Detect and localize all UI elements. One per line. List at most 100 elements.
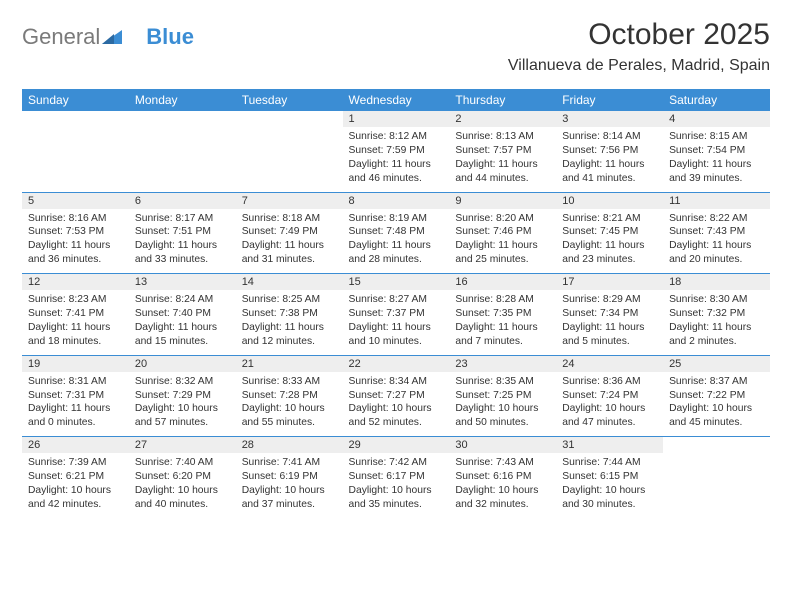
day-header: Sunday	[22, 89, 129, 111]
daylight-text: Daylight: 11 hours and 33 minutes.	[135, 239, 230, 267]
sunset-text: Sunset: 7:34 PM	[562, 307, 657, 321]
header: General Blue October 2025 Villanueva de …	[22, 18, 770, 75]
sunset-text: Sunset: 6:19 PM	[242, 470, 337, 484]
sunset-text: Sunset: 6:21 PM	[28, 470, 123, 484]
sunset-text: Sunset: 7:28 PM	[242, 389, 337, 403]
sunset-text: Sunset: 7:54 PM	[669, 144, 764, 158]
day-body: Sunrise: 8:12 AMSunset: 7:59 PMDaylight:…	[343, 127, 450, 192]
sunset-text: Sunset: 7:31 PM	[28, 389, 123, 403]
sunrise-text: Sunrise: 8:33 AM	[242, 375, 337, 389]
calendar-table: Sunday Monday Tuesday Wednesday Thursday…	[22, 89, 770, 518]
day-number: 27	[129, 437, 236, 453]
day-body: Sunrise: 8:31 AMSunset: 7:31 PMDaylight:…	[22, 372, 129, 437]
calendar-cell: 4Sunrise: 8:15 AMSunset: 7:54 PMDaylight…	[663, 111, 770, 192]
day-number: 15	[343, 274, 450, 290]
day-number: 22	[343, 356, 450, 372]
day-number: 31	[556, 437, 663, 453]
sunrise-text: Sunrise: 8:29 AM	[562, 293, 657, 307]
sunset-text: Sunset: 7:59 PM	[349, 144, 444, 158]
daylight-text: Daylight: 10 hours and 42 minutes.	[28, 484, 123, 512]
day-number	[236, 111, 343, 127]
calendar-cell: 21Sunrise: 8:33 AMSunset: 7:28 PMDayligh…	[236, 355, 343, 437]
daylight-text: Daylight: 10 hours and 45 minutes.	[669, 402, 764, 430]
calendar-cell: 28Sunrise: 7:41 AMSunset: 6:19 PMDayligh…	[236, 437, 343, 518]
calendar-cell: 22 Sunrise: 8:34 AMSunset: 7:27 PMDayligh…	[343, 355, 450, 437]
calendar-cell	[129, 111, 236, 192]
day-number: 14	[236, 274, 343, 290]
day-number: 3	[556, 111, 663, 127]
sunrise-text: Sunrise: 8:14 AM	[562, 130, 657, 144]
sunset-text: Sunset: 7:24 PM	[562, 389, 657, 403]
calendar-week-row: 1Sunrise: 8:12 AMSunset: 7:59 PMDaylight…	[22, 111, 770, 192]
day-body: Sunrise: 8:22 AMSunset: 7:43 PMDaylight:…	[663, 209, 770, 274]
day-body: Sunrise: 8:23 AMSunset: 7:41 PMDaylight:…	[22, 290, 129, 355]
day-body: Sunrise: 8:32 AMSunset: 7:29 PMDaylight:…	[129, 372, 236, 437]
day-number: 13	[129, 274, 236, 290]
calendar-cell: 1Sunrise: 8:12 AMSunset: 7:59 PMDaylight…	[343, 111, 450, 192]
calendar-cell: 6Sunrise: 8:17 AMSunset: 7:51 PMDaylight…	[129, 192, 236, 274]
day-body: Sunrise: 8:33 AMSunset: 7:28 PMDaylight:…	[236, 372, 343, 437]
day-number	[129, 111, 236, 127]
sunset-text: Sunset: 7:57 PM	[455, 144, 550, 158]
calendar-cell: 16Sunrise: 8:28 AMSunset: 7:35 PMDayligh…	[449, 274, 556, 356]
day-header: Monday	[129, 89, 236, 111]
sunrise-text: Sunrise: 7:41 AM	[242, 456, 337, 470]
sunrise-text: Sunrise: 7:43 AM	[455, 456, 550, 470]
logo-triangle-icon	[102, 24, 122, 50]
day-body: Sunrise: 7:43 AMSunset: 6:16 PMDaylight:…	[449, 453, 556, 518]
daylight-text: Daylight: 11 hours and 12 minutes.	[242, 321, 337, 349]
sunrise-text: Sunrise: 8:32 AM	[135, 375, 230, 389]
sunrise-text: Sunrise: 8:36 AM	[562, 375, 657, 389]
day-number: 24	[556, 356, 663, 372]
day-header: Saturday	[663, 89, 770, 111]
day-header: Tuesday	[236, 89, 343, 111]
sunrise-text: Sunrise: 8:34 AM	[349, 375, 444, 389]
sunset-text: Sunset: 6:17 PM	[349, 470, 444, 484]
sunrise-text: Sunrise: 8:21 AM	[562, 212, 657, 226]
calendar-cell: 12Sunrise: 8:23 AMSunset: 7:41 PMDayligh…	[22, 274, 129, 356]
calendar-cell: 10Sunrise: 8:21 AMSunset: 7:45 PMDayligh…	[556, 192, 663, 274]
day-body: Sunrise: 8:35 AMSunset: 7:25 PMDaylight:…	[449, 372, 556, 437]
day-body: Sunrise: 8:21 AMSunset: 7:45 PMDaylight:…	[556, 209, 663, 274]
sunrise-text: Sunrise: 8:31 AM	[28, 375, 123, 389]
day-number: 16	[449, 274, 556, 290]
day-number: 1	[343, 111, 450, 127]
day-body: Sunrise: 8:14 AMSunset: 7:56 PMDaylight:…	[556, 127, 663, 192]
daylight-text: Daylight: 10 hours and 52 minutes.	[349, 402, 444, 430]
day-body: Sunrise: 8:16 AMSunset: 7:53 PMDaylight:…	[22, 209, 129, 274]
daylight-text: Daylight: 10 hours and 55 minutes.	[242, 402, 337, 430]
daylight-text: Daylight: 11 hours and 18 minutes.	[28, 321, 123, 349]
day-body: Sunrise: 7:42 AMSunset: 6:17 PMDaylight:…	[343, 453, 450, 518]
sunrise-text: Sunrise: 8:22 AM	[669, 212, 764, 226]
calendar-cell: 27Sunrise: 7:40 AMSunset: 6:20 PMDayligh…	[129, 437, 236, 518]
daylight-text: Daylight: 11 hours and 20 minutes.	[669, 239, 764, 267]
day-body: Sunrise: 8:27 AMSunset: 7:37 PMDaylight:…	[343, 290, 450, 355]
calendar-cell: 11Sunrise: 8:22 AMSunset: 7:43 PMDayligh…	[663, 192, 770, 274]
sunrise-text: Sunrise: 7:39 AM	[28, 456, 123, 470]
sunset-text: Sunset: 6:16 PM	[455, 470, 550, 484]
calendar-week-row: 5Sunrise: 8:16 AMSunset: 7:53 PMDaylight…	[22, 192, 770, 274]
day-number: 19	[22, 356, 129, 372]
sunset-text: Sunset: 7:27 PM	[349, 389, 444, 403]
calendar-cell: 26Sunrise: 7:39 AMSunset: 6:21 PMDayligh…	[22, 437, 129, 518]
daylight-text: Daylight: 11 hours and 23 minutes.	[562, 239, 657, 267]
day-body: Sunrise: 8:28 AMSunset: 7:35 PMDaylight:…	[449, 290, 556, 355]
calendar-week-row: 26Sunrise: 7:39 AMSunset: 6:21 PMDayligh…	[22, 437, 770, 518]
daylight-text: Daylight: 10 hours and 30 minutes.	[562, 484, 657, 512]
sunrise-text: Sunrise: 8:17 AM	[135, 212, 230, 226]
sunrise-text: Sunrise: 8:12 AM	[349, 130, 444, 144]
sunset-text: Sunset: 7:48 PM	[349, 225, 444, 239]
day-number: 12	[22, 274, 129, 290]
sunset-text: Sunset: 7:51 PM	[135, 225, 230, 239]
month-title: October 2025	[508, 18, 770, 51]
day-number: 17	[556, 274, 663, 290]
day-number	[22, 111, 129, 127]
day-number: 18	[663, 274, 770, 290]
logo-text-blue: Blue	[146, 24, 194, 50]
day-number: 5	[22, 193, 129, 209]
sunset-text: Sunset: 7:56 PM	[562, 144, 657, 158]
sunrise-text: Sunrise: 8:18 AM	[242, 212, 337, 226]
sunrise-text: Sunrise: 7:40 AM	[135, 456, 230, 470]
day-number	[663, 437, 770, 453]
sunrise-text: Sunrise: 8:30 AM	[669, 293, 764, 307]
